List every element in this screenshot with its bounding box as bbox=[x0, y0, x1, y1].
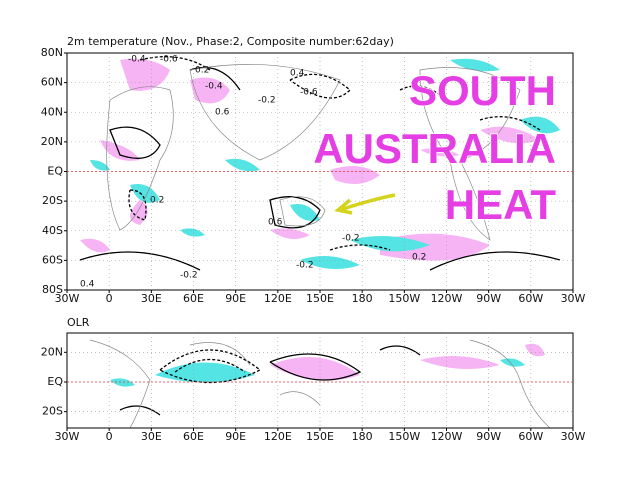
lon-label: 90E bbox=[225, 430, 246, 443]
lon-label: 150W bbox=[388, 430, 420, 443]
lat-label: 40N bbox=[41, 105, 63, 118]
lat-label: 20N bbox=[41, 345, 63, 358]
lon-label: 90E bbox=[225, 292, 246, 305]
contour-label: -0.4 bbox=[205, 82, 223, 92]
lat-label: 20S bbox=[42, 405, 63, 418]
lon-label: 0 bbox=[106, 292, 113, 305]
lon-label: 30W bbox=[55, 292, 80, 305]
lat-label: 40S bbox=[42, 224, 63, 237]
contour-label: -0.4 bbox=[128, 55, 146, 65]
lat-label: EQ bbox=[47, 375, 63, 388]
lon-label: 60E bbox=[183, 430, 204, 443]
lon-label: 150E bbox=[306, 292, 334, 305]
lon-label: 30E bbox=[141, 430, 162, 443]
contour-label: 0.4 bbox=[80, 280, 95, 290]
lon-label: 150W bbox=[388, 292, 420, 305]
annotation: SOUTH bbox=[409, 67, 556, 114]
title: OLR bbox=[67, 316, 90, 329]
lat-label: EQ bbox=[47, 165, 63, 178]
contour-label: -0.2 bbox=[342, 234, 360, 244]
lon-label: 150E bbox=[306, 430, 334, 443]
contour-label: -0.6 bbox=[160, 55, 178, 65]
lon-label: 30E bbox=[141, 292, 162, 305]
lon-label: 60W bbox=[518, 430, 543, 443]
lon-label: 180 bbox=[352, 430, 373, 443]
lon-label: 120W bbox=[431, 292, 463, 305]
olr-shading bbox=[110, 343, 545, 387]
lon-label: 120E bbox=[264, 430, 292, 443]
contour-label: 0.2 bbox=[150, 196, 164, 206]
lat-label: 60N bbox=[41, 76, 63, 89]
lat-label: 80N bbox=[41, 46, 63, 59]
contour-label: 0.4 bbox=[290, 69, 305, 79]
lat-label: 20N bbox=[41, 135, 63, 148]
annotation: AUSTRALIA bbox=[313, 125, 556, 172]
lon-label: 30W bbox=[561, 430, 586, 443]
contour-label: -0.2 bbox=[296, 261, 314, 271]
contour-labels: -0.4 -0.6 0.2 -0.4 0.6 -0.2 0.4 -0.6 0.2… bbox=[80, 55, 426, 290]
lat-label: 80S bbox=[42, 283, 63, 296]
lon-label: 90W bbox=[476, 430, 501, 443]
annotation: HEAT bbox=[445, 181, 557, 228]
contour-label: 0.2 bbox=[195, 66, 209, 76]
contour-label: 0.6 bbox=[268, 218, 283, 228]
contour-label: 0.2 bbox=[412, 253, 426, 263]
lon-label: 120W bbox=[431, 430, 463, 443]
lat-label: 20S bbox=[42, 194, 63, 207]
olr-contours bbox=[89, 339, 551, 429]
contour-label: -0.6 bbox=[300, 88, 318, 98]
lon-label: 60E bbox=[183, 292, 204, 305]
lon-label: 180 bbox=[352, 292, 373, 305]
lon-label: 30W bbox=[561, 292, 586, 305]
lon-label: 120E bbox=[264, 292, 292, 305]
lon-label: 90W bbox=[476, 292, 501, 305]
lon-label: 30W bbox=[55, 430, 80, 443]
lat-label: 60S bbox=[42, 253, 63, 266]
lon-label: 60W bbox=[518, 292, 543, 305]
contour-label: 0.6 bbox=[215, 108, 230, 118]
contour-label: -0.2 bbox=[258, 96, 276, 106]
contour-label: -0.2 bbox=[180, 271, 198, 281]
arrow bbox=[334, 193, 396, 215]
lon-label: 0 bbox=[106, 430, 113, 443]
title: 2m temperature (Nov., Phase:2, Composite… bbox=[67, 35, 394, 48]
